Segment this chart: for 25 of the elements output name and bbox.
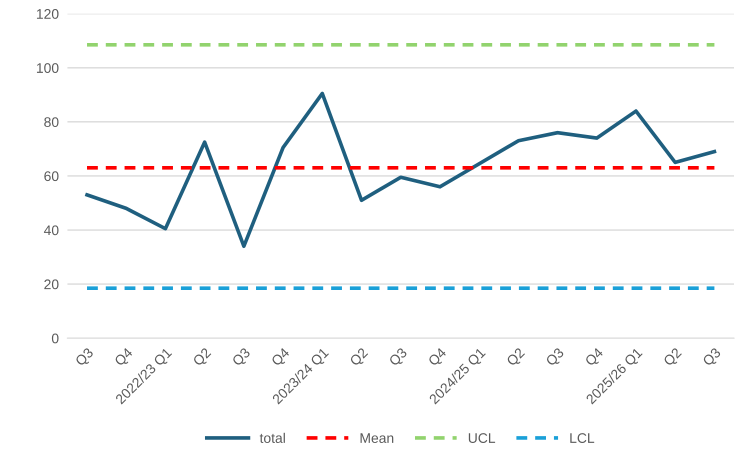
legend-label: Mean <box>360 433 394 443</box>
y-tick-label: 20 <box>44 279 59 290</box>
x-tick-label: Q2 <box>349 347 370 368</box>
x-tick-label: Q3 <box>702 347 723 368</box>
x-tick-label: Q2 <box>662 347 684 368</box>
y-tick-label: 120 <box>36 9 59 19</box>
y-tick-label: 40 <box>44 225 59 236</box>
x-tick-label: Q4 <box>114 347 135 368</box>
x-tick-label: Q3 <box>388 347 410 368</box>
x-tick-label: Q3 <box>231 347 252 368</box>
legend-label: total <box>260 432 285 443</box>
legend-label: UCL <box>468 433 496 443</box>
y-tick-label: 0 <box>52 334 59 344</box>
y-tick-label: 80 <box>44 117 59 128</box>
x-tick-label: Q4 <box>584 347 606 368</box>
y-tick-label: 100 <box>36 63 59 73</box>
legend-label: LCL <box>570 433 594 443</box>
y-tick-label: 60 <box>44 171 59 182</box>
x-tick-label: Q3 <box>74 347 96 368</box>
line-series <box>85 92 716 248</box>
x-tick-label: Q4 <box>270 347 292 368</box>
x-tick-label: Q2 <box>506 347 527 368</box>
x-tick-label: Q3 <box>545 347 566 368</box>
x-tick-label: Q2 <box>192 347 214 368</box>
x-tick-label: Q4 <box>428 347 449 368</box>
